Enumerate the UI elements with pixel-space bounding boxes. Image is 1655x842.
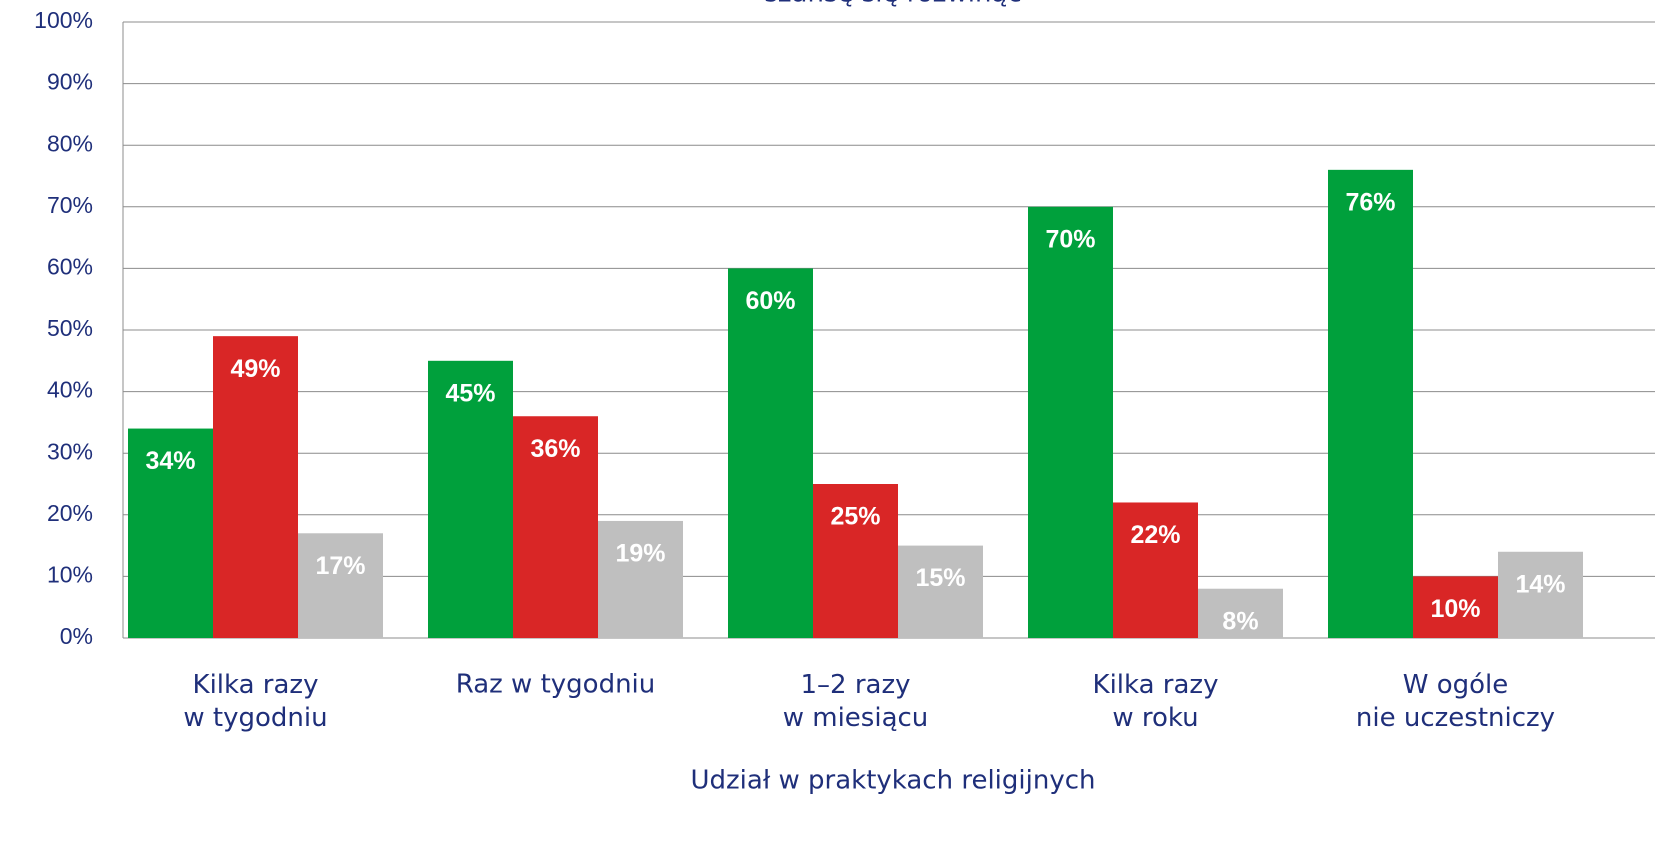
value-label: 36%: [530, 435, 580, 463]
value-label: 10%: [1430, 595, 1480, 623]
y-tick-label: 80%: [47, 130, 93, 156]
value-label: 60%: [745, 287, 795, 315]
bar: [1328, 169, 1413, 638]
y-tick-label: 90%: [47, 69, 93, 95]
x-tick-label: W ogóle nie uczestniczy: [1356, 670, 1555, 733]
value-label: 49%: [230, 355, 280, 383]
bar: [213, 336, 298, 638]
bar: [813, 484, 898, 638]
value-label: 22%: [1130, 521, 1180, 549]
value-label: 8%: [1222, 607, 1258, 635]
value-label: 70%: [1045, 225, 1095, 253]
y-tick-label: 10%: [47, 561, 93, 587]
bar: [128, 428, 213, 638]
x-tick-label: Kilka razy w tygodniu: [183, 670, 327, 733]
x-axis-title: Udział w praktykach religijnych: [690, 766, 1095, 796]
bar: [513, 416, 598, 638]
x-tick-label: Raz w tygodniu: [456, 670, 656, 700]
bar: [898, 545, 983, 638]
x-tick-label: Kilka razy w roku: [1093, 670, 1219, 733]
value-label: 45%: [445, 379, 495, 407]
y-tick-label: 20%: [47, 500, 93, 526]
bar: [1028, 206, 1113, 639]
bar: [1113, 502, 1198, 638]
y-tick-label: 60%: [47, 253, 93, 279]
y-tick-label: 100%: [34, 7, 93, 33]
bar: [1498, 551, 1583, 638]
value-label: 15%: [915, 564, 965, 592]
value-label: 34%: [145, 447, 195, 475]
chart-title: szansę się rozwinąć: [764, 0, 1021, 9]
value-label: 76%: [1345, 188, 1395, 216]
y-tick-label: 0%: [60, 623, 93, 649]
y-tick-label: 50%: [47, 315, 93, 341]
value-label: 25%: [830, 503, 880, 531]
bar: [1198, 588, 1283, 638]
y-tick-label: 70%: [47, 192, 93, 218]
y-tick-label: 30%: [47, 438, 93, 464]
value-label: 19%: [615, 540, 665, 568]
bar: [1413, 576, 1498, 638]
bar: [298, 533, 383, 638]
y-tick-label: 40%: [47, 377, 93, 403]
x-tick-label: 1–2 razy w miesiącu: [783, 670, 929, 733]
bar: [428, 360, 513, 638]
value-label: 14%: [1515, 570, 1565, 598]
value-label: 17%: [315, 552, 365, 580]
bar: [598, 520, 683, 638]
bar: [728, 268, 813, 638]
